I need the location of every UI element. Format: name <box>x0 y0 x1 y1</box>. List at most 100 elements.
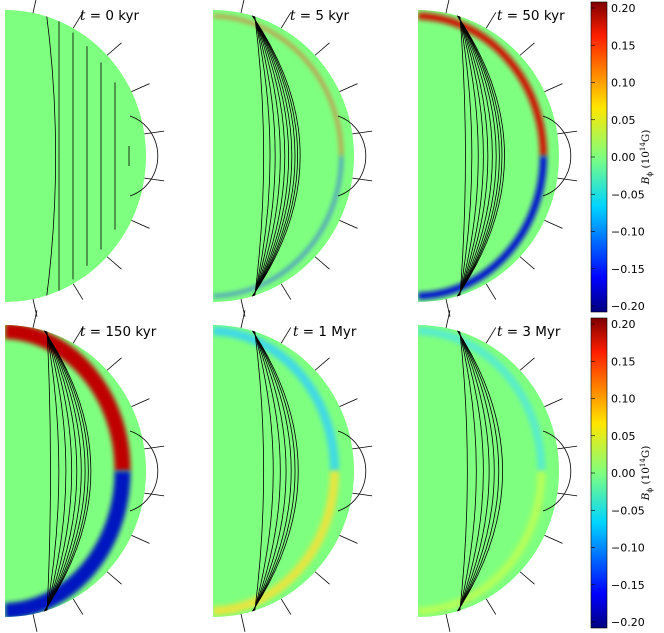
colorbar-tick-label: −0.05 <box>611 188 645 201</box>
field-line <box>44 325 67 617</box>
field-line <box>456 10 484 302</box>
colorbar-tick-label: 0.00 <box>611 151 636 164</box>
colorbar-tick-label: 0.20 <box>611 318 636 331</box>
panel-t-0kyr <box>5 0 165 317</box>
exterior-field-line <box>519 256 535 270</box>
field-line <box>45 325 60 617</box>
panel-title-1: t = 5 kyr <box>290 8 350 24</box>
exterior-field-line <box>106 357 122 371</box>
field-line <box>251 10 281 302</box>
exterior-field-line <box>557 177 578 182</box>
star-half-disk <box>418 325 559 617</box>
exterior-field-line <box>72 327 84 344</box>
field-line <box>457 10 479 302</box>
exterior-field-line <box>131 398 150 407</box>
field-line <box>45 10 57 302</box>
exterior-field-line <box>280 598 292 615</box>
exterior-field-line <box>32 310 38 328</box>
field-line <box>249 10 290 302</box>
colorbar-tick-label: −0.20 <box>611 300 645 313</box>
field-line <box>248 10 298 302</box>
exterior-field-line <box>352 177 373 182</box>
exterior-field-line <box>557 492 578 497</box>
colorbar-tick-label: 0.10 <box>611 393 636 406</box>
field-line <box>248 325 299 617</box>
exterior-field-line <box>544 83 563 92</box>
field-line <box>453 10 505 302</box>
field-line <box>458 10 473 302</box>
panel-title-3: t = 150 kyr <box>80 324 157 340</box>
field-line <box>455 325 490 617</box>
exterior-field-line <box>519 571 535 585</box>
field-line <box>251 10 276 302</box>
field-line <box>248 325 296 617</box>
field-line <box>41 325 86 617</box>
exterior-field-line <box>557 130 578 135</box>
field-band-south <box>5 470 131 617</box>
exterior-field-line <box>72 283 84 300</box>
field-line <box>249 10 293 302</box>
panel-t-5kyr <box>213 0 373 317</box>
exterior-field-line <box>445 614 451 632</box>
field-line <box>253 10 265 302</box>
exterior-field-line <box>485 12 497 29</box>
field-line <box>252 325 274 617</box>
colorbar-tick-label: −0.15 <box>611 263 645 276</box>
colorbar-tick-label: −0.05 <box>611 504 645 517</box>
exterior-field-line <box>339 535 358 544</box>
exterior-loop <box>337 430 367 512</box>
colorbar-tick-label: −0.15 <box>611 579 645 592</box>
exterior-field-line <box>485 327 497 344</box>
colorbar-tick-label: −0.10 <box>611 542 645 555</box>
exterior-field-line <box>280 327 292 344</box>
colorbar-tick-label: 0.20 <box>611 2 636 15</box>
exterior-field-line <box>32 614 38 632</box>
field-band-north <box>418 12 547 157</box>
exterior-field-line <box>144 130 165 135</box>
panel-t-50kyr <box>418 0 578 317</box>
field-line <box>453 325 500 617</box>
field-line <box>42 325 78 617</box>
star-half-disk <box>5 10 146 302</box>
exterior-field-line <box>314 256 330 270</box>
field-band-north <box>213 14 343 157</box>
field-line <box>454 10 497 302</box>
colorbar-tick-label: −0.20 <box>611 616 645 629</box>
field-line <box>453 325 503 617</box>
exterior-field-line <box>72 598 84 615</box>
exterior-field-line <box>72 12 84 29</box>
star-half-disk <box>213 10 354 302</box>
field-band-north <box>213 326 340 472</box>
field-line <box>250 325 287 617</box>
field-line <box>459 10 466 302</box>
exterior-field-line <box>106 42 122 56</box>
exterior-field-line <box>144 177 165 182</box>
colorbar-label: Bϕ (1014G) <box>639 446 654 502</box>
exterior-field-line <box>314 42 330 56</box>
exterior-field-line <box>240 310 246 328</box>
field-line <box>453 10 503 302</box>
field-line <box>249 325 292 617</box>
field-line <box>456 325 484 617</box>
colorbar-tick-label: 0.05 <box>611 114 636 127</box>
exterior-field-line <box>144 445 165 450</box>
panel-t-150kyr <box>5 310 165 632</box>
colorbar-tick-label: 0.15 <box>611 39 636 52</box>
field-band-south <box>213 470 340 616</box>
exterior-field-line <box>519 42 535 56</box>
field-line <box>247 10 301 302</box>
exterior-field-line <box>280 12 292 29</box>
panel-t-3myr <box>418 310 578 632</box>
star-half-disk <box>213 325 354 617</box>
field-line <box>253 325 265 617</box>
colorbar-bottom: 0.20 0.15 0.10 0.05 0.00 −0.05 −0.10 −0.15 −0.20… <box>590 317 654 629</box>
field-line <box>458 325 468 617</box>
panel-t-1myr <box>213 310 373 632</box>
exterior-field-line <box>544 535 563 544</box>
field-line <box>40 325 89 617</box>
field-band-north <box>418 327 546 472</box>
panel-title-4: t = 1 Myr <box>293 324 357 340</box>
exterior-field-line <box>339 83 358 92</box>
field-band-south <box>213 155 343 298</box>
field-line <box>454 10 493 302</box>
